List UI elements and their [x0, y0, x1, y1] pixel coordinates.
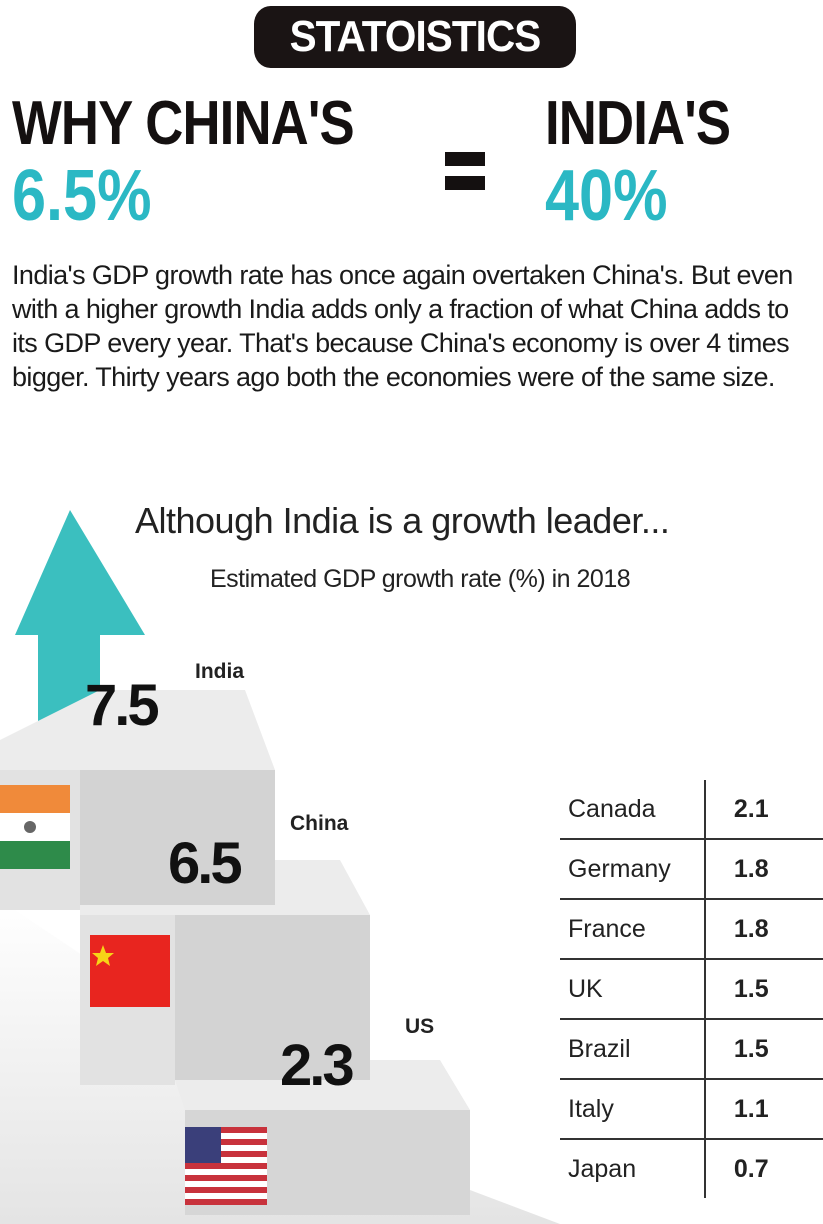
- headline-right-value: 40%: [545, 156, 668, 236]
- value-cell: 1.8: [703, 839, 823, 900]
- chart-subtitle: Estimated GDP growth rate (%) in 2018: [210, 565, 631, 593]
- country-cell: UK: [560, 959, 705, 1020]
- chart-title: Although India is a growth leader...: [135, 500, 670, 541]
- value-cell: 2.1: [703, 780, 823, 840]
- country-cell: Italy: [560, 1079, 705, 1140]
- country-cell: France: [560, 899, 705, 960]
- label-india: India: [195, 660, 245, 683]
- statoistics-badge: STATOISTICS: [254, 6, 576, 68]
- equals-sign-top: [445, 152, 485, 166]
- table-row: UK 1.5: [560, 959, 823, 1020]
- china-flag-icon: [90, 935, 170, 1007]
- table-row: Japan 0.7: [560, 1139, 823, 1198]
- step-india-front: [80, 770, 275, 905]
- value-india: 7.5: [85, 673, 160, 738]
- country-cell: Brazil: [560, 1019, 705, 1080]
- label-us: US: [405, 1015, 435, 1038]
- floor: [0, 900, 560, 1224]
- table-row: Germany 1.8: [560, 839, 823, 900]
- india-flag-icon: [0, 785, 70, 869]
- value-cell: 1.5: [703, 1019, 823, 1080]
- headline-left-value: 6.5%: [12, 156, 152, 236]
- us-flag-icon: [185, 1127, 267, 1205]
- value-cell: 1.1: [703, 1079, 823, 1140]
- up-arrow-icon: [15, 510, 145, 740]
- table-row: Canada 2.1: [560, 780, 823, 840]
- value-cell: 0.7: [703, 1139, 823, 1198]
- headline-right-title: INDIA'S: [545, 89, 731, 158]
- step-china-front: [175, 915, 370, 1080]
- country-cell: Canada: [560, 780, 705, 840]
- headline-left-title: WHY CHINA'S: [12, 89, 355, 158]
- table-row: France 1.8: [560, 899, 823, 960]
- country-cell: Germany: [560, 839, 705, 900]
- value-cell: 1.5: [703, 959, 823, 1020]
- value-us: 2.3: [280, 1033, 355, 1098]
- step-india-top: [0, 690, 275, 770]
- step-china-top: [80, 860, 370, 915]
- table-row: Brazil 1.5: [560, 1019, 823, 1080]
- value-china: 6.5: [168, 831, 243, 896]
- table-row: Italy 1.1: [560, 1079, 823, 1140]
- step-us-top: [175, 1060, 470, 1110]
- label-china: China: [290, 812, 349, 835]
- body-text: India's GDP growth rate has once again o…: [12, 260, 793, 392]
- country-cell: Japan: [568, 1154, 637, 1183]
- growth-table: Canada 2.1 Germany 1.8 France 1.8 UK 1.5 Brazil 1…: [560, 780, 823, 1198]
- value-cell: 1.8: [703, 899, 823, 960]
- equals-sign-bottom: [445, 176, 485, 190]
